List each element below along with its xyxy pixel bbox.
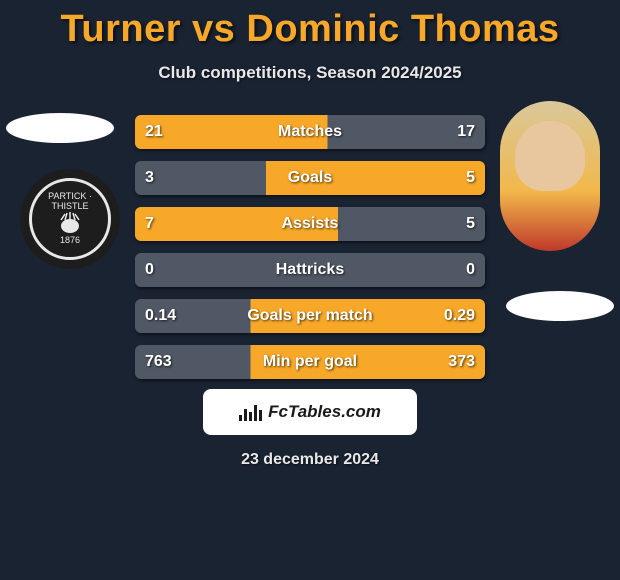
stat-label: Goals	[135, 169, 485, 187]
decorative-ellipse-right	[506, 291, 614, 321]
stat-row: 7Assists5	[135, 207, 485, 241]
comparison-content: PARTICK · THISTLE 1876 21Matches173Goals…	[0, 113, 620, 377]
stat-value-left: 763	[145, 353, 172, 371]
badge-text-line1: PARTICK · THISTLE	[32, 192, 108, 212]
stat-value-right: 17	[457, 123, 475, 141]
stat-value-right: 373	[448, 353, 475, 371]
stat-row: 763Min per goal373	[135, 345, 485, 379]
player-photo-right	[500, 101, 600, 251]
stat-label: Min per goal	[135, 353, 485, 371]
attribution-text: FcTables.com	[268, 402, 381, 422]
badge-year: 1876	[60, 236, 80, 246]
thistle-icon	[55, 212, 85, 236]
page-title: Turner vs Dominic Thomas	[0, 0, 620, 51]
stat-label: Hattricks	[135, 261, 485, 279]
stat-value-left: 21	[145, 123, 163, 141]
stat-row: 0Hattricks0	[135, 253, 485, 287]
stats-table: 21Matches173Goals57Assists50Hattricks00.…	[135, 115, 485, 379]
stat-value-left: 0	[145, 261, 154, 279]
stat-value-right: 5	[466, 169, 475, 187]
subtitle: Club competitions, Season 2024/2025	[0, 63, 620, 83]
club-badge-left: PARTICK · THISTLE 1876	[20, 169, 120, 269]
stat-value-left: 3	[145, 169, 154, 187]
attribution-badge: FcTables.com	[203, 389, 417, 435]
bars-icon	[239, 403, 262, 421]
decorative-ellipse-left	[6, 113, 114, 143]
date-text: 23 december 2024	[0, 451, 620, 469]
club-badge-left-inner: PARTICK · THISTLE 1876	[29, 178, 111, 260]
stat-value-right: 0	[466, 261, 475, 279]
stat-value-right: 5	[466, 215, 475, 233]
stat-row: 0.14Goals per match0.29	[135, 299, 485, 333]
stat-label: Assists	[135, 215, 485, 233]
stat-label: Matches	[135, 123, 485, 141]
stat-value-left: 0.14	[145, 307, 176, 325]
stat-value-left: 7	[145, 215, 154, 233]
stat-label: Goals per match	[135, 307, 485, 325]
player-silhouette	[515, 121, 585, 191]
stat-row: 3Goals5	[135, 161, 485, 195]
stat-value-right: 0.29	[444, 307, 475, 325]
stat-row: 21Matches17	[135, 115, 485, 149]
